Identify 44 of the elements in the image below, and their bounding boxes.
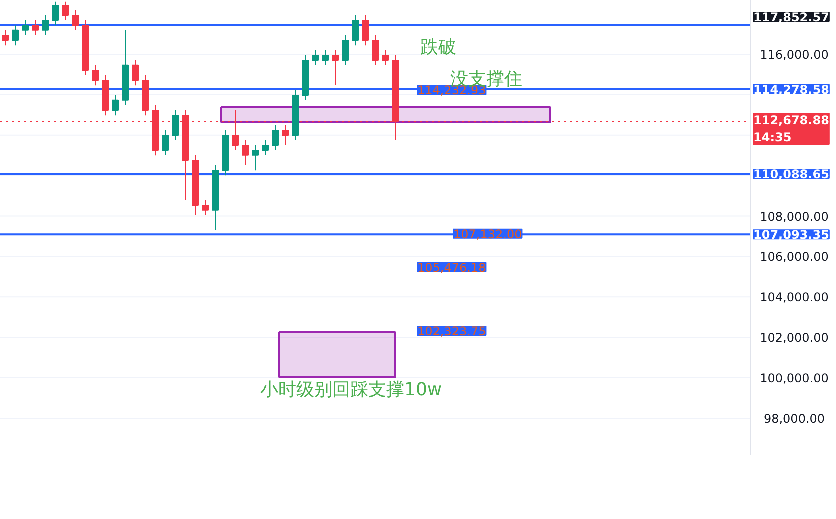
annotation: 107,132.00	[454, 227, 522, 242]
text: 117,852.57	[754, 10, 830, 25]
annotation: 102,323.75	[418, 324, 486, 339]
candlestick	[312, 50, 319, 66]
candlestick	[2, 30, 9, 46]
candlestick	[242, 140, 249, 166]
ref-line-label: 114,278.58	[754, 82, 830, 97]
candlestick	[362, 14, 369, 46]
y-tick-label: 104,000.00	[760, 290, 829, 305]
candlestick	[382, 50, 389, 66]
annotation: 跌破	[420, 36, 456, 58]
candlestick	[262, 140, 269, 156]
candlestick	[322, 50, 329, 66]
candlestick	[252, 144, 259, 172]
candlestick	[372, 34, 379, 66]
candlestick	[162, 130, 169, 156]
candlestick	[12, 25, 19, 46]
candlestick	[112, 95, 119, 116]
candlestick	[172, 110, 179, 141]
candlestick	[132, 60, 139, 86]
candlestick	[332, 50, 339, 86]
candlestick	[342, 34, 349, 66]
y-tick-label: 116,000.00	[760, 48, 829, 62]
y-tick-label: 98,000.00	[764, 412, 826, 426]
ref-line-label: 112,678.88 14:35	[754, 114, 830, 144]
y-tick-label: 108,000.00	[760, 210, 829, 224]
candlestick	[52, 1, 59, 26]
ref-line-label: 107,093.35	[754, 228, 830, 242]
y-tick-label: 100,000.00	[760, 372, 829, 386]
candlestick	[272, 124, 279, 152]
annotation: 105,476.18	[418, 260, 486, 275]
y-tick-label: 102,000.00	[760, 331, 829, 346]
candlestick	[42, 14, 49, 36]
candlestick	[202, 200, 209, 216]
ref-line-label: 110,088.65	[754, 168, 830, 182]
candlestick	[32, 20, 39, 36]
candlestick	[352, 14, 359, 46]
candlestick	[22, 20, 29, 36]
candlestick	[72, 10, 79, 31]
annotation: 小时级别回踩支撑10w	[260, 380, 442, 401]
candlestick	[62, 1, 69, 22]
y-tick-label: 106,000.00	[760, 250, 829, 264]
candlestick	[92, 64, 99, 86]
candlestick	[282, 124, 289, 146]
